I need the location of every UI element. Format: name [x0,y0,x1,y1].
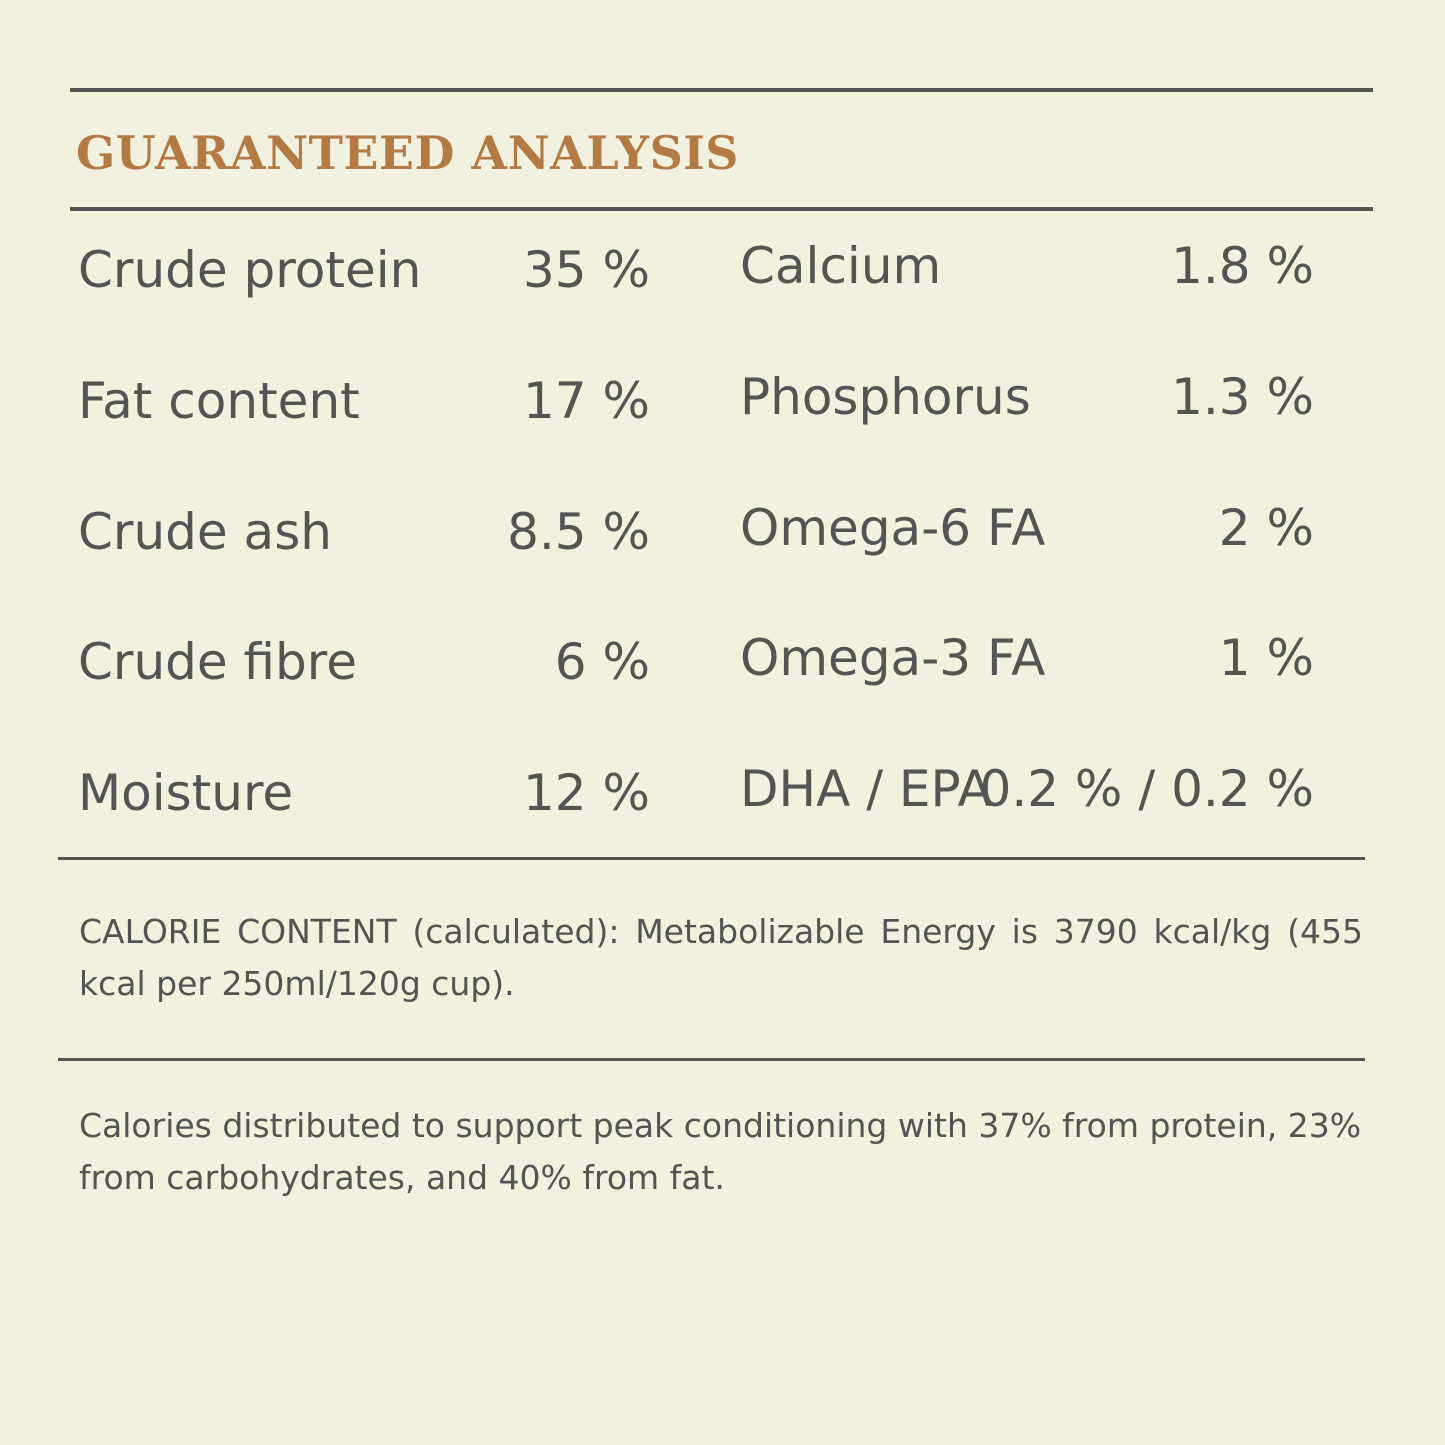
analysis-row-calcium: Calcium 1.8 % [740,231,1314,301]
analysis-row-fat-content: Fat content 17 % [78,366,650,436]
analysis-row-omega-6: Omega-6 FA 2 % [740,493,1314,563]
nutrient-label: Omega-3 FA [740,629,1046,687]
nutrient-label: Omega-6 FA [740,499,1046,557]
calorie-distribution-text: Calories distributed to support peak con… [79,1106,1362,1197]
nutrient-label: Fat content [78,372,360,430]
analysis-row-crude-fibre: Crude fibre 6 % [78,627,650,697]
nutrient-label: Crude ash [78,503,332,561]
nutrient-value: 2 % [1218,499,1314,557]
analysis-row-phosphorus: Phosphorus 1.3 % [740,362,1314,432]
section-title: GUARANTEED ANALYSIS [76,126,740,180]
title-rule [70,207,1373,211]
top-rule [70,88,1373,92]
nutrient-value: 0.2 % / 0.2 % [979,760,1314,818]
nutrient-value: 1 % [1218,629,1314,687]
nutrient-value: 1.3 % [1171,368,1314,426]
nutrient-value: 8.5 % [507,503,650,561]
analysis-row-crude-protein: Crude protein 35 % [78,235,650,305]
nutrient-value: 17 % [522,372,650,430]
nutrient-label: Crude fibre [78,633,358,691]
analysis-row-crude-ash: Crude ash 8.5 % [78,497,650,567]
nutrient-label: Crude protein [78,241,422,299]
nutrient-value: 35 % [522,241,650,299]
analysis-row-moisture: Moisture 12 % [78,758,650,828]
nutrient-value: 1.8 % [1171,237,1314,295]
analysis-row-dha-epa: DHA / EPA 0.2 % / 0.2 % [740,754,1314,824]
nutrient-label: Phosphorus [740,368,1031,426]
analysis-bottom-rule [58,857,1365,860]
calorie-bottom-rule [58,1058,1365,1061]
nutrient-label: Calcium [740,237,942,295]
analysis-row-omega-3: Omega-3 FA 1 % [740,623,1314,693]
nutrient-label: DHA / EPA [740,760,992,818]
nutrient-value: 6 % [554,633,650,691]
nutrient-label: Moisture [78,764,294,822]
calorie-content-text: CALORIE CONTENT (calculated): Metaboliza… [79,912,1363,1003]
nutrient-value: 12 % [522,764,650,822]
